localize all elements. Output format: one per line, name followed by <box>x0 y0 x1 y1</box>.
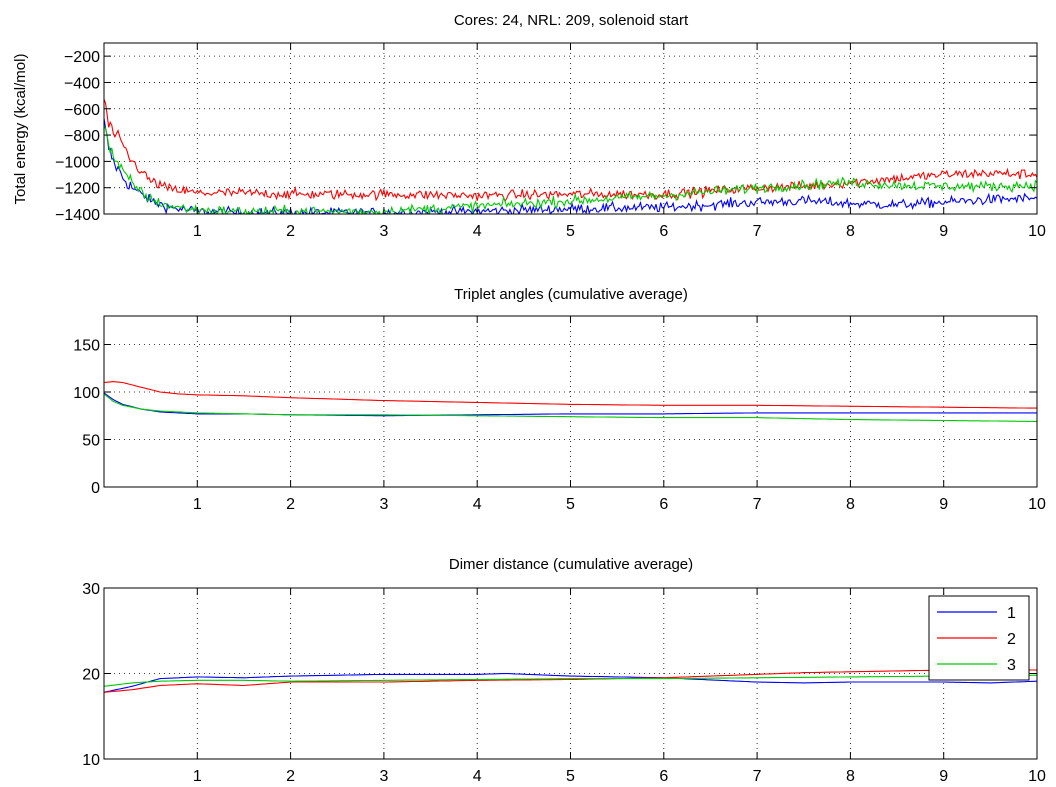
energy-panel-xtick-label: 10 <box>1028 223 1046 240</box>
triplet-angles-panel: Triplet angles (cumulative average) 1 2 3 4… <box>73 286 1046 513</box>
dimer-distance-panel-xtick-label: 4 <box>473 768 482 785</box>
energy-panel-ytick-label: −600 <box>64 102 100 119</box>
dimer-distance-panel: Dimer distance (cumulative average) 1 2 3 4… <box>82 556 1046 785</box>
triplet-angles-panel-xtick-label: 4 <box>473 496 482 513</box>
dimer-distance-panel-xtick-label: 10 <box>1028 768 1046 785</box>
energy-panel-xtick-label: 8 <box>846 223 855 240</box>
triplet-angles-panel-series-2-line <box>104 381 1037 409</box>
triplet-angles-panel-xtick-label: 8 <box>846 496 855 513</box>
dimer-distance-panel-series-3-line <box>104 674 1037 687</box>
dimer-distance-panel-xtick-label: 1 <box>193 768 202 785</box>
triplet-angles-panel-xtick-label: 6 <box>659 496 668 513</box>
legend-label-1: 1 <box>1007 605 1016 622</box>
dimer-distance-panel-xtick-label: 9 <box>939 768 948 785</box>
energy-panel-series-3-line <box>104 124 1037 214</box>
dimer-distance-panel-xtick-label: 5 <box>566 768 575 785</box>
dimer-distance-panel-xtick-label: 2 <box>286 768 295 785</box>
energy-panel-ylabel: Total energy (kcal/mol) <box>12 54 29 205</box>
dimer-distance-panel-ytick-label: 20 <box>82 667 100 684</box>
legend-label-2: 2 <box>1007 631 1016 648</box>
energy-panel-ytick-label: −1200 <box>55 181 100 198</box>
energy-panel-series-2-line <box>104 99 1037 203</box>
dimer-distance-panel-xtick-label: 6 <box>659 768 668 785</box>
triplet-angles-panel-xtick-label: 3 <box>379 496 388 513</box>
dimer-distance-panel-xtick-label: 3 <box>379 768 388 785</box>
triplet-angles-panel-xtick-label: 1 <box>193 496 202 513</box>
triplet-angles-panel-ytick-label: 0 <box>91 480 100 497</box>
energy-panel-xtick-label: 9 <box>939 223 948 240</box>
triplet-angles-panel-title: Triplet angles (cumulative average) <box>454 286 688 303</box>
energy-panel-ytick-label: −1400 <box>55 207 100 224</box>
energy-panel-ytick-label: −200 <box>64 49 100 66</box>
dimer-distance-panel-title: Dimer distance (cumulative average) <box>449 556 693 573</box>
legend-label-3: 3 <box>1007 657 1016 674</box>
dimer-distance-panel-series-1-line <box>104 672 1037 693</box>
dimer-distance-panel-ytick-label: 30 <box>82 581 100 598</box>
energy-panel-xtick-label: 3 <box>379 223 388 240</box>
energy-panel-xtick-label: 7 <box>753 223 762 240</box>
triplet-angles-panel-ytick-label: 150 <box>73 338 100 355</box>
dimer-distance-panel-xtick-label: 7 <box>753 768 762 785</box>
triplet-angles-panel-xtick-label: 2 <box>286 496 295 513</box>
energy-panel: Cores: 24, NRL: 209, solenoid start Tota… <box>12 12 1046 240</box>
energy-panel-xtick-label: 1 <box>193 223 202 240</box>
triplet-angles-panel-xtick-label: 7 <box>753 496 762 513</box>
dimer-distance-panel-ytick-label: 10 <box>82 752 100 769</box>
triplet-angles-panel-ytick-label: 100 <box>73 385 100 402</box>
energy-panel-xtick-label: 2 <box>286 223 295 240</box>
dimer-distance-panel-xtick-label: 8 <box>846 768 855 785</box>
triplet-angles-panel-xtick-label: 10 <box>1028 496 1046 513</box>
energy-panel-ytick-label: −1000 <box>55 154 100 171</box>
energy-panel-xtick-label: 4 <box>473 223 482 240</box>
triplet-angles-panel-xtick-label: 9 <box>939 496 948 513</box>
energy-panel-ytick-label: −400 <box>64 75 100 92</box>
triplet-angles-panel-ytick-label: 50 <box>82 433 100 450</box>
energy-panel-xtick-label: 5 <box>566 223 575 240</box>
energy-panel-xtick-label: 6 <box>659 223 668 240</box>
triplet-angles-panel-xtick-label: 5 <box>566 496 575 513</box>
dimer-distance-panel-series-2-line <box>104 667 1037 693</box>
energy-panel-grid <box>104 43 1037 214</box>
energy-panel-ytick-label: −800 <box>64 128 100 145</box>
energy-panel-title: Cores: 24, NRL: 209, solenoid start <box>454 12 689 29</box>
triplet-angles-panel-series-3-line <box>104 393 1037 422</box>
dimer-distance-panel-legend: 1 2 3 <box>928 595 1030 681</box>
triplet-angles-panel-grid <box>104 316 1037 487</box>
